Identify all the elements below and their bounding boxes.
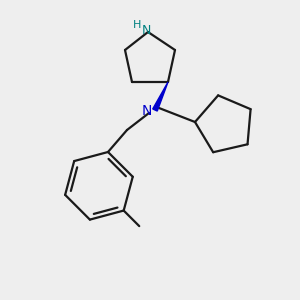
Text: N: N [141, 25, 151, 38]
Polygon shape [153, 82, 168, 111]
Text: H: H [133, 20, 141, 30]
Text: N: N [142, 104, 152, 118]
